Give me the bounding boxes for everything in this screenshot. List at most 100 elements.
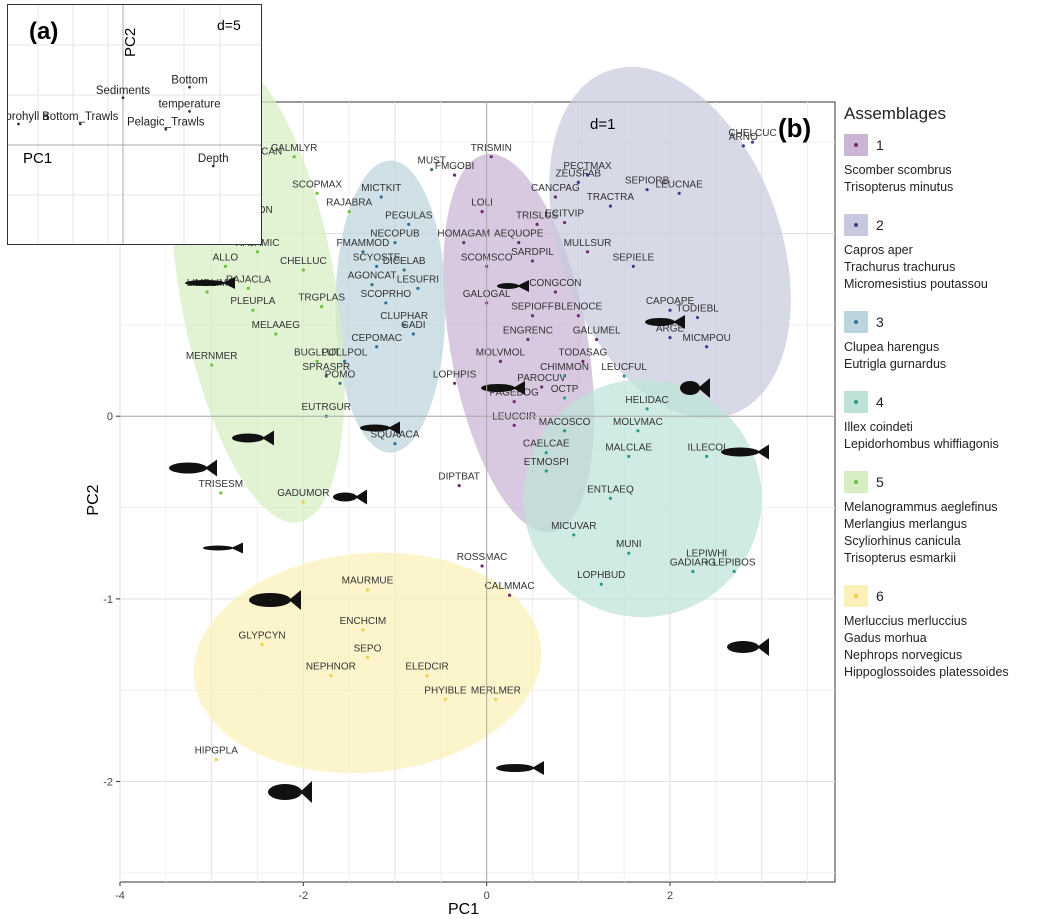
species-point [530,259,535,263]
inset-label: temperature [158,98,220,110]
species-point [553,290,558,294]
species-point [631,264,635,269]
legend-species: Scomber scombrus [844,163,952,177]
species-label: MELAAEG [252,320,301,331]
legend-group-6: 6 Merluccius merluccius Gadus morhua Nephro… [844,585,1039,681]
species-label: LEPIWHI [686,548,727,559]
species-point [361,628,365,632]
inset-grid [8,5,261,244]
legend-groups: 1 Scomber scombrus Trisopterus minutus 2 Cap… [844,134,1039,681]
species-point [223,264,228,269]
inset-point [211,164,215,168]
species-label: DIPTBAT [438,472,479,483]
species-label: MICTKIT [361,183,401,194]
species-point [365,655,370,659]
legend-swatch [844,471,868,493]
species-point [562,220,567,225]
fish-silhouette-icon [497,280,529,292]
species-point [732,569,736,574]
species-point [494,697,498,701]
species-points: CHELCUCARNOSEPIORBLEUCNAETRACTRAZEUSFABP… [186,128,777,762]
species-label: MOLVMAC [613,417,663,428]
species-point [599,582,603,586]
legend-key: 6 [844,585,1039,607]
species-label: RAJABRA [326,198,372,209]
species-label: OCTP [551,384,579,395]
species-label: ENCHCIM [340,616,387,627]
legend-key: 4 [844,391,1039,413]
species-label: SCYOSTE [353,252,401,263]
species-label: PAROCUV [517,373,566,384]
species-point [375,345,379,349]
species-label: POMO [325,369,356,380]
x-tick-label: 0 [484,890,490,902]
species-label: TRACTRA [587,192,635,203]
legend-species: Lepidorhombus whiffiagonis [844,437,999,451]
species-label: LESUFRI [397,274,439,285]
inset-label: Depth [198,153,229,165]
species-label: AEQUOPE [494,229,544,240]
scale-label: d=1 [590,116,615,133]
species-point [705,454,709,458]
species-point [489,155,493,159]
species-point [393,241,397,245]
assemblage-ellipse-4 [523,379,762,618]
species-point [219,491,223,495]
legend-group-4: 4 Illex coindeti Lepidorhombus whiffiagoni… [844,391,1039,453]
fish-silhouette-icon [268,781,312,803]
species-point [517,241,521,245]
species-point [324,374,328,378]
species-point [585,173,590,177]
species-label: MUST [417,156,445,167]
species-label: NECOPUB [370,229,420,240]
inset-label: Sediments [96,85,151,97]
species-point [668,336,672,340]
species-label: MAURMUE [342,576,394,587]
species-point [246,286,250,290]
species-label: LEUCCIR [492,411,536,422]
species-label: CLUPHAR [380,311,428,322]
species-label: LOLI [471,198,493,209]
species-label: BLENOCE [554,302,602,313]
legend-group-2: 2 Capros aper Trachurus trachurus Micromesi… [844,214,1039,293]
species-label: CALMLYR [271,143,318,154]
species-point [595,337,599,342]
species-label: LEUCNAE [656,179,704,190]
species-label: ROSSMAC [457,552,508,563]
species-point [576,314,580,318]
legend-swatch [844,585,868,607]
fish-silhouette-icon [169,459,217,477]
inset-point [188,110,191,113]
legend-species: Micromesistius poutassou [844,277,988,291]
fish-silhouette-icon [496,761,544,775]
species-label: MERNMER [186,351,238,362]
species-label: TRGPLAS [298,293,345,304]
species-point [480,210,484,214]
species-point [627,454,631,458]
inset-plot: Sediments Bottom temperature Chlorohyll aBo… [0,5,261,244]
inset-label: Pelagic_Trawls [127,116,205,128]
assemblage-ellipse-6 [193,552,542,774]
legend-species: Illex coindeti [844,420,913,434]
species-point [379,195,383,199]
species-label: HOMAGAM [437,229,490,240]
species-point [498,359,503,363]
axes: -4-202-2-101 [103,102,835,902]
legend-swatch [844,311,868,333]
x-tick-label: -4 [115,890,125,902]
species-label: SEPIORB [625,176,670,187]
species-point [544,469,548,473]
species-label: SPRASPR [302,362,350,373]
species-label: LOPHBUD [577,570,625,581]
species-point [462,241,466,245]
species-label: LOPHPIS [433,369,477,380]
species-label: BUGLLUT [294,347,340,358]
fish-silhouette-icon [185,277,235,289]
inset-y-axis-label: PC2 [122,28,139,57]
species-point [393,441,397,446]
legend-species: Clupea harengus [844,340,940,354]
legend-species: Melanogrammus aeglefinus [844,500,998,514]
species-label: PAGEBOG [490,388,539,399]
legend-species: Capros aper [844,243,913,257]
species-label: MERLMER [471,685,521,696]
